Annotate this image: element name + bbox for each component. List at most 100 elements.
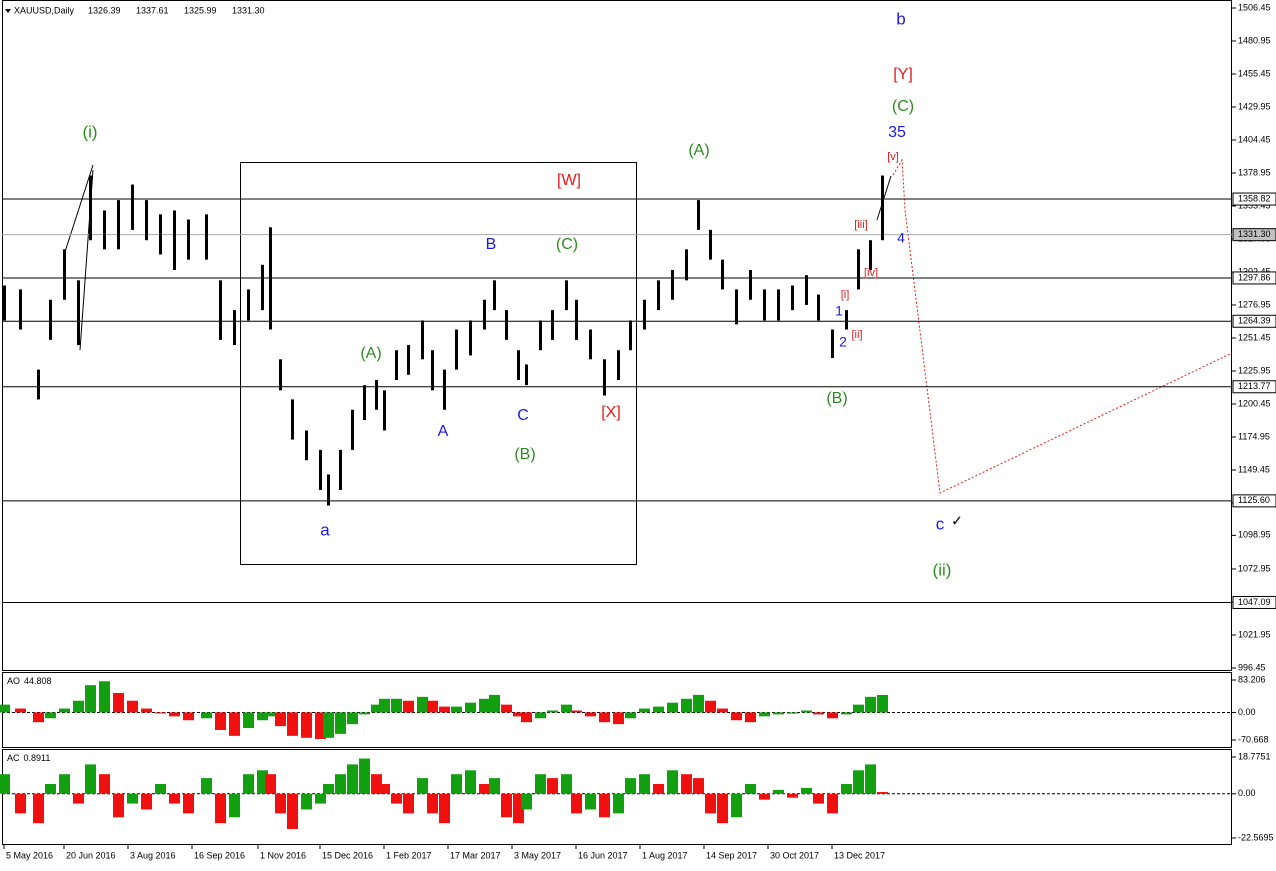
histogram-bar — [535, 712, 546, 719]
histogram-bar — [501, 704, 512, 713]
histogram-bar — [243, 712, 254, 729]
wave-label: [ii] — [852, 329, 863, 341]
ohlc-value: 1325.99 — [184, 5, 217, 15]
wave-label: (A) — [360, 345, 381, 362]
ohlc-value: 1337.61 — [136, 5, 169, 15]
y-tick-label: 1480.95 — [1238, 35, 1271, 45]
price-bar — [869, 240, 872, 270]
histogram-bar — [465, 770, 476, 794]
price-bar — [857, 249, 860, 290]
indicator-value: 44.808 — [24, 676, 52, 686]
price-bar — [261, 264, 264, 311]
histogram-bar — [335, 712, 346, 734]
histogram-bar — [229, 793, 240, 818]
wave-label: a — [320, 520, 330, 539]
y-tick-label: 0.00 — [1238, 788, 1256, 798]
histogram-bar — [561, 704, 572, 713]
histogram-bar — [479, 698, 490, 713]
indicator-name: AO — [7, 676, 20, 686]
level-label: 1331.30 — [1238, 229, 1271, 239]
histogram-bar — [705, 793, 716, 814]
histogram-bar — [287, 712, 298, 736]
price-bar — [421, 320, 424, 360]
price-bar — [749, 269, 752, 300]
wave-label: (ii) — [933, 560, 952, 579]
histogram-bar — [417, 778, 428, 794]
histogram-bar — [403, 700, 414, 713]
price-bar — [173, 210, 176, 270]
histogram-bar — [693, 778, 704, 794]
level-box — [1232, 380, 1276, 394]
price-bar — [269, 227, 272, 330]
histogram-bar — [323, 712, 334, 738]
price-bar — [763, 289, 766, 321]
price-bar — [589, 329, 592, 360]
price-bar — [539, 320, 542, 351]
price-bar — [319, 449, 322, 490]
price-bar — [145, 200, 148, 241]
histogram-bar — [287, 793, 298, 830]
histogram-bar — [113, 793, 124, 818]
price-bar — [205, 214, 208, 260]
histogram-bar — [275, 793, 286, 814]
y-tick-label: 1276.95 — [1238, 299, 1271, 309]
histogram-bar — [155, 783, 166, 794]
histogram-bar — [229, 712, 240, 736]
price-bar — [845, 310, 848, 330]
y-tick-label: 1072.95 — [1238, 563, 1271, 573]
histogram-bar — [599, 793, 610, 818]
price-bar — [407, 345, 410, 375]
histogram-bar — [787, 712, 798, 714]
histogram-bar — [773, 789, 784, 794]
x-tick-label: 1 Nov 2016 — [260, 850, 306, 860]
y-tick-label: 1149.45 — [1238, 464, 1270, 474]
wave-label: [v] — [887, 151, 899, 163]
price-bar — [187, 219, 190, 260]
histogram-bar — [667, 770, 678, 794]
histogram-bar — [535, 774, 546, 794]
histogram-bar — [547, 710, 558, 713]
histogram-bar — [813, 793, 824, 804]
histogram-bar — [773, 712, 784, 715]
wave-label: [i] — [841, 289, 850, 301]
y-tick-label: 1506.45 — [1238, 2, 1271, 12]
histogram-bar — [613, 712, 624, 725]
price-bar — [395, 350, 398, 380]
histogram-bar — [323, 783, 334, 794]
price-bar — [339, 449, 342, 490]
histogram-bar — [547, 778, 558, 794]
wave-label: [Y] — [893, 66, 913, 83]
histogram-bar — [717, 793, 728, 824]
price-bar — [375, 379, 378, 410]
histogram-bar — [501, 793, 512, 818]
price-bar — [89, 175, 92, 241]
histogram-bar — [155, 712, 166, 714]
histogram-bar — [335, 774, 346, 794]
price-bar — [657, 280, 660, 311]
indicator-value: 0.8911 — [24, 753, 51, 763]
x-tick-label: 30 Oct 2017 — [770, 850, 819, 860]
histogram-bar — [127, 793, 138, 804]
wave-label: 2 — [839, 334, 847, 350]
wave-label: 1 — [835, 303, 843, 319]
price-bar — [363, 385, 366, 421]
histogram-bar — [877, 694, 888, 713]
price-bar — [19, 289, 22, 330]
y-tick-label: 1098.95 — [1238, 530, 1271, 540]
x-tick-label: 15 Dec 2016 — [322, 850, 373, 860]
price-bar — [49, 299, 52, 340]
histogram-bar — [243, 774, 254, 794]
histogram-bar — [681, 774, 692, 794]
y-tick-label: 1302.45 — [1238, 266, 1271, 276]
histogram-bar — [717, 708, 728, 713]
level-label: 1358.82 — [1238, 193, 1271, 203]
histogram-bar — [841, 783, 852, 794]
histogram-bar — [813, 712, 824, 715]
price-bar — [685, 249, 688, 281]
histogram-bar — [865, 696, 876, 713]
price-bar — [721, 259, 724, 290]
histogram-bar — [427, 793, 438, 814]
histogram-bar — [853, 770, 864, 794]
price-bar — [525, 364, 528, 386]
